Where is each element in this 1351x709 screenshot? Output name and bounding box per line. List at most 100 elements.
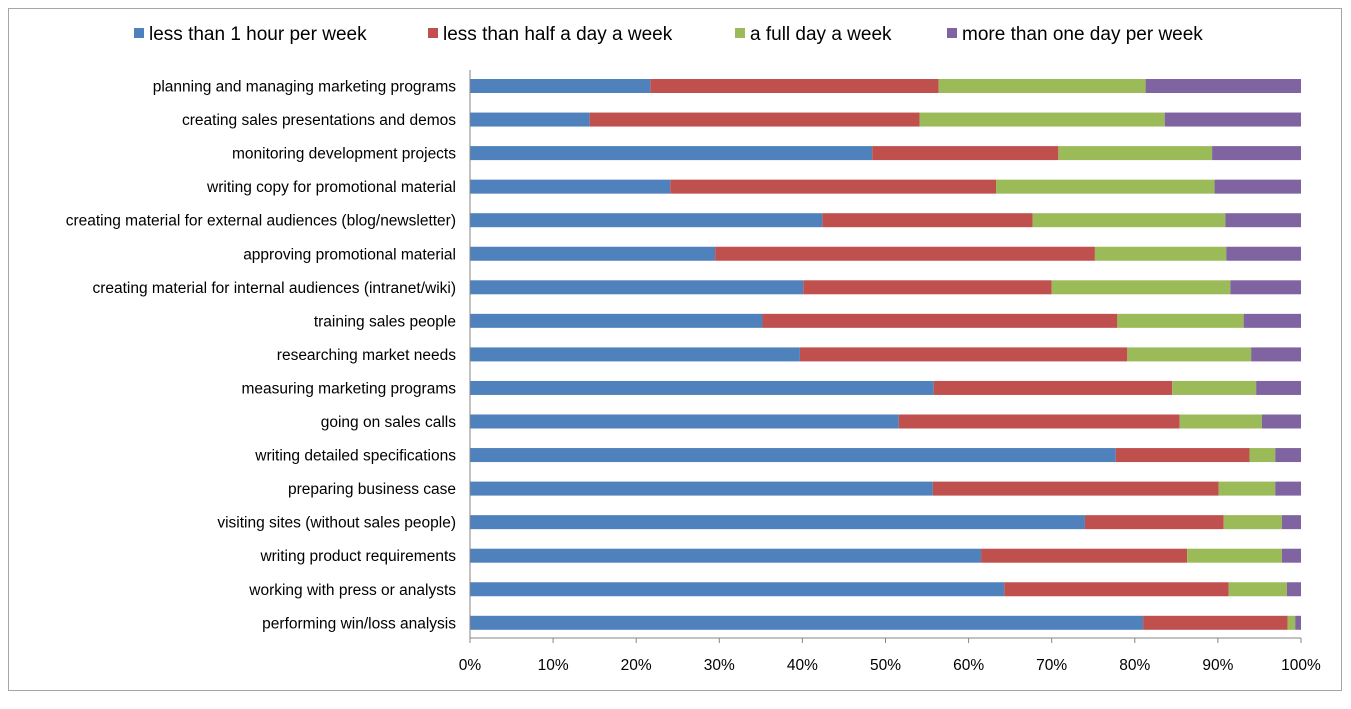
category-label: monitoring development projects (232, 146, 456, 163)
bar-segment (470, 481, 933, 496)
bar-segment (470, 213, 823, 228)
category-label: writing copy for promotional material (206, 179, 456, 196)
bar-segment (1127, 347, 1252, 362)
bar-segment (1172, 380, 1257, 395)
bar-segment (670, 179, 997, 194)
category-label: approving promotional material (243, 246, 456, 263)
bar-segment (932, 481, 1219, 496)
legend: less than 1 hour per week less than half … (134, 24, 1203, 45)
category-label: measuring marketing programs (241, 380, 456, 397)
category-label: planning and managing marketing programs (153, 79, 457, 96)
bar-segment (470, 79, 651, 93)
bar-segment (470, 179, 671, 194)
x-tick-label: 90% (1202, 657, 1233, 674)
bar-segment (898, 414, 1180, 429)
bar-segment (1256, 380, 1301, 395)
bar-segment (1179, 414, 1262, 429)
bar-segment (1249, 448, 1276, 463)
legend-label: more than one day per week (962, 24, 1203, 45)
bar-segment (470, 112, 590, 127)
bar-segment (470, 448, 1116, 463)
bar-segment (470, 380, 934, 395)
x-tick-label: 0% (459, 657, 482, 674)
bar-segment (1058, 146, 1213, 161)
bar-segment (803, 280, 1052, 295)
x-tick-label: 10% (538, 657, 569, 674)
bar-segment (470, 313, 763, 328)
bar-segment (1143, 615, 1288, 630)
legend-label: less than half a day a week (443, 24, 673, 45)
bar-segment (1223, 515, 1282, 530)
x-tick-label: 80% (1119, 657, 1150, 674)
category-label: researching market needs (277, 347, 456, 364)
bar-segment (872, 146, 1059, 161)
bar-segment (589, 112, 920, 127)
bar-segment (470, 246, 716, 261)
bar-segment (1275, 448, 1301, 463)
bar-segment (919, 112, 1165, 127)
bar-segment (470, 414, 899, 429)
bar-segment (1281, 515, 1301, 530)
bar-segment (762, 313, 1118, 328)
bar-segment (996, 179, 1215, 194)
category-label: visiting sites (without sales people) (217, 515, 456, 532)
x-tick-label: 40% (787, 657, 818, 674)
bar-segment (933, 380, 1173, 395)
bar-segment (470, 582, 1005, 597)
category-label: going on sales calls (321, 414, 457, 431)
legend-label: less than 1 hour per week (149, 24, 367, 45)
bar-segment (1295, 615, 1301, 630)
category-label: creating material for internal audiences… (92, 280, 456, 297)
bar-segment (1286, 582, 1301, 597)
x-tick-label: 50% (870, 657, 901, 674)
legend-swatch (735, 28, 745, 38)
x-tick-label: 60% (953, 657, 984, 674)
bar-segment (470, 515, 1085, 530)
bar-segment (938, 79, 1146, 93)
bar-segment (1226, 246, 1301, 261)
bar-segment (1228, 582, 1287, 597)
bar-segment (1115, 448, 1250, 463)
bar-segment (981, 548, 1188, 563)
bar-segment (1212, 146, 1301, 161)
bar-segment (1145, 79, 1301, 93)
bar-segment (470, 280, 804, 295)
bar-segment (1051, 280, 1231, 295)
bar-segment (470, 615, 1144, 630)
x-axis: 0% 10% 20% 30% 40% 50% 60% 70% 80% 90% 100% (459, 70, 1321, 674)
bar-segment (1084, 515, 1224, 530)
x-tick-label: 70% (1036, 657, 1067, 674)
category-label: writing detailed specifications (254, 448, 456, 465)
bars (470, 79, 1301, 630)
bar-segment (1117, 313, 1244, 328)
bar-segment (1094, 246, 1227, 261)
category-labels: planning and managing marketing programs… (66, 79, 457, 633)
bar-segment (1187, 548, 1282, 563)
bar-segment (799, 347, 1128, 362)
legend-label: a full day a week (750, 24, 892, 45)
legend-swatch (134, 28, 144, 38)
bar-segment (1287, 615, 1296, 630)
legend-swatch (428, 28, 438, 38)
category-label: writing product requirements (259, 548, 456, 565)
category-label: working with press or analysts (248, 582, 456, 599)
bar-segment (1261, 414, 1301, 429)
bar-segment (470, 347, 800, 362)
bar-segment (1032, 213, 1226, 228)
bar-segment (1230, 280, 1301, 295)
bar-segment (822, 213, 1033, 228)
bar-segment (1164, 112, 1301, 127)
x-tick-label: 30% (704, 657, 735, 674)
category-label: creating material for external audiences… (66, 213, 456, 230)
category-label: performing win/loss analysis (262, 615, 456, 632)
bar-segment (715, 246, 1095, 261)
x-tick-label: 100% (1281, 657, 1321, 674)
bar-segment (1214, 179, 1301, 194)
bar-segment (650, 79, 939, 93)
bar-segment (1218, 481, 1276, 496)
category-label: training sales people (314, 313, 456, 330)
bar-segment (1275, 481, 1301, 496)
x-tick-label: 20% (621, 657, 652, 674)
bar-segment (1243, 313, 1301, 328)
